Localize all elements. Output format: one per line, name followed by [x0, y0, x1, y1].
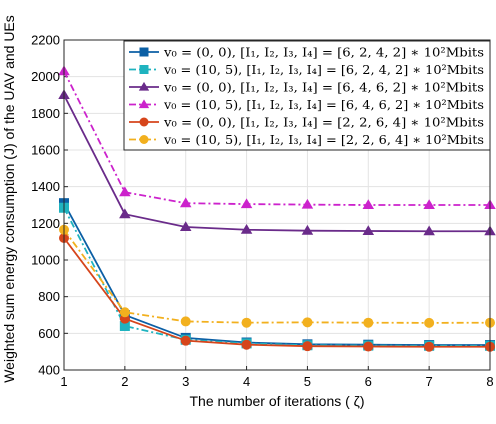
legend-entry-label: v₀ = (10, 5), [I₁, I₂, I₃, I₄] = [6, 4, …: [163, 97, 484, 112]
x-tick-label: 2: [121, 374, 128, 389]
legend-entry-label: v₀ = (10, 5), [I₁, I₂, I₃, I₄] = [2, 2, …: [163, 132, 484, 147]
data-point: [362, 199, 375, 210]
data-point: [423, 225, 435, 236]
series-line: [63, 207, 490, 347]
legend-marker: [139, 65, 149, 74]
y-tick-label: 1400: [31, 179, 60, 194]
legend-marker: [139, 135, 149, 144]
x-tick-label: 6: [365, 374, 372, 389]
x-tick-label: 4: [243, 374, 250, 389]
x-axis-label: The number of iterations ( ζ): [189, 393, 364, 409]
y-tick-label: 1800: [31, 106, 60, 121]
y-tick-label: 1200: [31, 216, 60, 231]
x-tick-label: 5: [304, 374, 311, 389]
data-point: [240, 198, 253, 209]
plot-frame: [63, 39, 491, 371]
x-tick-label: 3: [182, 374, 189, 389]
series-layer: [58, 65, 496, 352]
data-point: [302, 341, 313, 352]
data-point: [240, 224, 253, 234]
y-tick-label: 600: [38, 326, 60, 341]
legend-entry-label: v₀ = (0, 0), [I₁, I₂, I₃, I₄] = [2, 2, 6…: [163, 115, 484, 130]
data-point: [363, 317, 374, 328]
series-3: [58, 89, 496, 236]
data-point: [424, 341, 435, 352]
legend-box: [123, 40, 491, 151]
data-point: [119, 321, 130, 331]
data-point: [301, 224, 314, 235]
data-point: [301, 198, 314, 209]
legend-marker: [138, 81, 150, 91]
y-tick-label: 2200: [31, 33, 60, 48]
data-point: [119, 307, 130, 318]
y-axis-label: Weighted sum energy consumption (J) of t…: [1, 15, 17, 383]
legend-entry-label: v₀ = (10, 5), [I₁, I₂, I₃, I₄] = [6, 2, …: [163, 62, 484, 77]
data-point: [241, 317, 252, 328]
x-tick-label: 1: [60, 374, 67, 389]
y-tick-label: 800: [38, 289, 60, 304]
series-line: [63, 229, 491, 324]
y-tick-label: 1000: [31, 253, 60, 268]
legend-marker: [139, 117, 149, 127]
legend-marker: [139, 47, 149, 57]
data-point: [241, 339, 252, 350]
data-point: [119, 186, 131, 197]
data-point: [180, 316, 191, 327]
data-point: [302, 317, 313, 328]
series-line: [63, 237, 490, 348]
data-point: [424, 317, 435, 328]
data-point: [362, 225, 375, 236]
data-point: [180, 335, 191, 346]
y-tick-label: 2000: [31, 69, 60, 84]
data-point: [179, 221, 192, 232]
series-line: [63, 202, 490, 346]
x-tick-label: 7: [426, 374, 433, 389]
legend-entry-label: v₀ = (0, 0), [I₁, I₂, I₃, I₄] = [6, 2, 4…: [163, 45, 484, 60]
legend-entry-label: v₀ = (0, 0), [I₁, I₂, I₃, I₄] = [6, 4, 6…: [163, 80, 484, 95]
x-tick-label: 8: [486, 374, 493, 389]
data-point: [179, 197, 192, 208]
data-point: [423, 199, 435, 210]
series-6: [59, 224, 495, 328]
tick-labels: 1 2 3 4 5 6 7 8 400 600 800 1000 1200 1400 1600 1800 200…: [31, 33, 494, 390]
series-line: [63, 94, 490, 233]
data-point: [119, 208, 131, 219]
y-tick-label: 1600: [31, 143, 60, 158]
data-point: [363, 341, 374, 352]
y-tick-label: 400: [38, 363, 60, 378]
legend: v₀ = (0, 0), [I₁, I₂, I₃, I₄] = [6, 2, 4…: [123, 40, 491, 151]
series-line: [63, 70, 490, 206]
legend-marker: [138, 99, 150, 109]
